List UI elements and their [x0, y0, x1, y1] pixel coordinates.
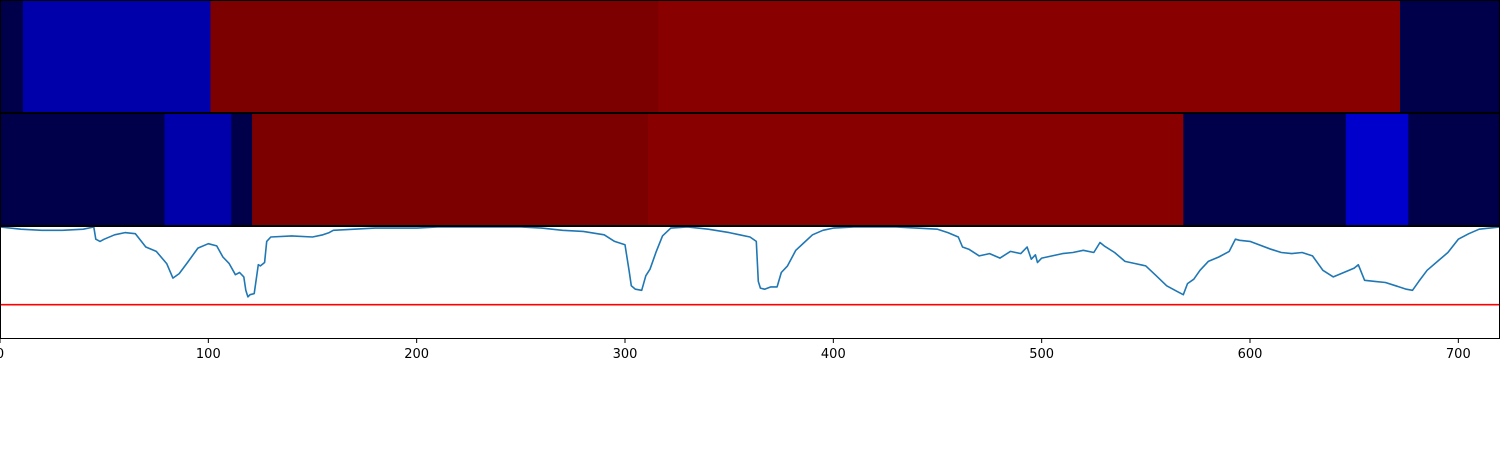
x-tick-label-200: 200 — [404, 347, 429, 362]
heatmap-segment-1-3 — [210, 1, 659, 112]
x-tick-label-400: 400 — [821, 347, 846, 362]
heatmap-segment-1-5 — [1400, 1, 1500, 112]
x-tick-label-500: 500 — [1029, 347, 1054, 362]
heatmap-segment-2-3 — [231, 114, 253, 225]
x-tick-label-0: 0 — [0, 347, 4, 362]
line-panel — [0, 226, 1500, 339]
line-panel-background — [0, 227, 1500, 338]
x-tick-label-700: 700 — [1446, 347, 1471, 362]
heatmap-segment-1-4 — [658, 1, 1401, 112]
heatmap-segment-1-2 — [22, 1, 211, 112]
series-line-1 — [0, 227, 1500, 298]
heatmap-segment-2-4 — [252, 114, 649, 225]
heatmap-segment-1-1 — [0, 1, 24, 112]
heatmap-segment-2-6 — [1183, 114, 1347, 225]
x-tick-label-600: 600 — [1238, 347, 1263, 362]
heatmap-segment-2-2 — [164, 114, 232, 225]
heatmap-segment-2-7 — [1345, 114, 1409, 225]
heatmap-segment-2-8 — [1408, 114, 1500, 225]
heatmap-segment-2-5 — [647, 114, 1184, 225]
x-tick-label-300: 300 — [613, 347, 638, 362]
x-tick-label-100: 100 — [196, 347, 221, 362]
heatmap-bottom — [0, 113, 1500, 226]
x-axis: 0 100 200 300 400 500 600 700 — [0, 338, 1471, 362]
heatmap-segment-2-1 — [0, 114, 166, 225]
heatmap-top — [0, 0, 1500, 113]
